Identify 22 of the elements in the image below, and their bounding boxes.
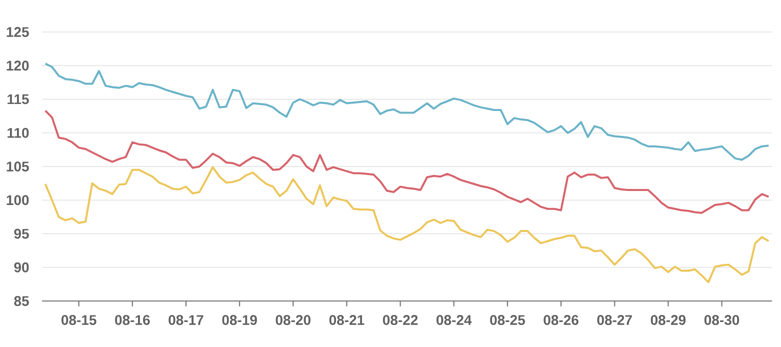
x-tick-label: 08-26 [544, 315, 578, 325]
x-tick-label: 08-29 [650, 315, 686, 325]
x-tick-label: 08-25 [490, 315, 525, 325]
x-tick-label: 08-24 [436, 315, 472, 325]
y-tick-label: 90 [14, 262, 29, 272]
y-tick-label: 95 [14, 228, 29, 239]
x-tick-label: 08-27 [597, 315, 632, 325]
x-tick-label: 08-17 [168, 315, 204, 325]
y-tick-label: 115 [8, 94, 29, 104]
y-tick-label: 110 [8, 128, 29, 138]
x-tick-label: 08-16 [115, 315, 150, 325]
y-tick-label: 100 [6, 195, 29, 206]
x-tick-label: 08-15 [61, 315, 96, 325]
x-tick-label: 08-19 [222, 315, 257, 325]
x-tick-label: 08-30 [704, 315, 740, 325]
y-tick-label: 85 [14, 296, 29, 306]
x-tick-label: 08-22 [382, 315, 418, 325]
x-tick-label: 08-20 [276, 315, 310, 325]
x-tick-label: 08-21 [329, 315, 364, 325]
y-tick-label: 105 [6, 162, 29, 172]
y-tick-label: 125 [6, 27, 29, 37]
y-tick-label: 120 [6, 60, 29, 71]
